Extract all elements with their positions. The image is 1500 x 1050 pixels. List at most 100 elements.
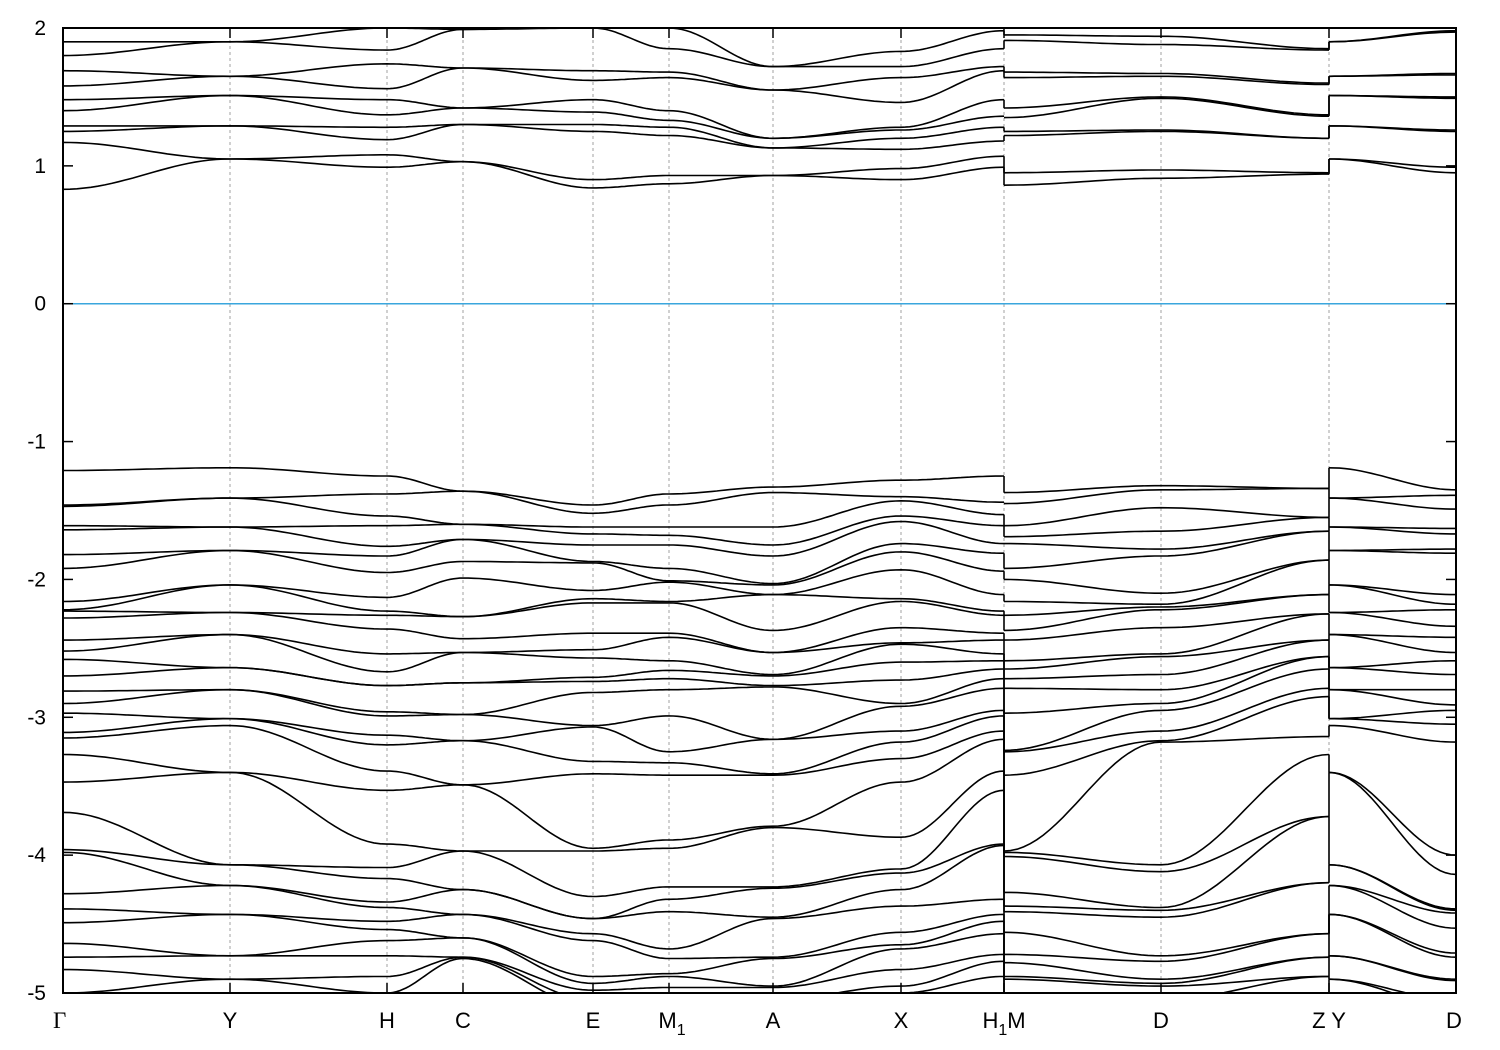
valence-band-3-25 bbox=[1328, 884, 1456, 914]
valence-band-3-18 bbox=[1328, 709, 1456, 720]
conduction-band-3-8 bbox=[1328, 72, 1456, 78]
x-tick-label: H bbox=[379, 1008, 395, 1033]
valence-band-3-1 bbox=[1328, 467, 1456, 491]
valence-band-1-6 bbox=[63, 538, 1004, 585]
conduction-band-1-8 bbox=[63, 62, 1004, 91]
valence-band-2-22 bbox=[1003, 815, 1330, 873]
conduction-band-2-2 bbox=[1003, 169, 1330, 174]
valence-band-3-11 bbox=[1328, 611, 1456, 628]
valence-band-1-5 bbox=[63, 520, 1005, 557]
valence-band-1-24 bbox=[63, 843, 1005, 920]
plot-frame bbox=[62, 27, 1457, 994]
x-tick-label: H1M bbox=[982, 1008, 1025, 1039]
valence-band-1-32 bbox=[63, 957, 1004, 993]
valence-band-2-28 bbox=[1004, 956, 1330, 981]
x-tick-label: M1 bbox=[658, 1008, 685, 1039]
valence-band-1-19 bbox=[63, 715, 1005, 775]
valence-band-2-2 bbox=[1003, 487, 1329, 505]
valence-band-3-24 bbox=[1328, 864, 1456, 912]
valence-band-2-32 bbox=[1004, 1000, 1329, 1007]
valence-band-2-23 bbox=[1004, 815, 1330, 909]
valence-band-1-18 bbox=[63, 709, 1005, 753]
conduction-band-1-2 bbox=[63, 141, 1005, 181]
x-tick-label: D bbox=[1446, 1008, 1462, 1033]
valence-band-2-17 bbox=[1003, 668, 1330, 752]
x-tick-label: X bbox=[894, 1008, 909, 1033]
valence-band-3-20 bbox=[1329, 724, 1456, 743]
valence-band-1-28 bbox=[63, 913, 1005, 978]
valence-band-3-9 bbox=[1328, 584, 1456, 605]
conduction-band-3-4 bbox=[1329, 125, 1456, 131]
valence-band-2-20 bbox=[1003, 735, 1329, 852]
valence-band-1-12 bbox=[63, 633, 1004, 655]
conduction-band-3-1 bbox=[1329, 158, 1456, 174]
valence-band-1-11 bbox=[63, 611, 1004, 654]
conduction-band-1-4 bbox=[63, 123, 1004, 149]
valence-band-1-25 bbox=[63, 844, 1005, 920]
conduction-band-3-2 bbox=[1329, 158, 1456, 168]
x-tick-label: Z Y bbox=[1312, 1008, 1346, 1033]
valence-band-3-31 bbox=[1328, 978, 1410, 993]
valence-band-1-2 bbox=[63, 490, 1004, 515]
valence-band-2-16 bbox=[1003, 655, 1330, 714]
valence-band-2-21 bbox=[1004, 753, 1330, 866]
valence-band-1-10 bbox=[63, 600, 1005, 632]
valence-band-2-14 bbox=[1004, 639, 1330, 680]
valence-band-1-16 bbox=[63, 677, 1005, 716]
conduction-band-3-6 bbox=[1328, 94, 1456, 98]
valence-band-3-32 bbox=[1328, 978, 1395, 993]
valence-band-1-3 bbox=[63, 497, 1004, 528]
valence-band-1-26 bbox=[63, 884, 1004, 950]
valence-band-3-14 bbox=[1328, 660, 1456, 669]
valence-band-2-26 bbox=[1003, 931, 1330, 957]
valence-band-3-19 bbox=[1329, 717, 1456, 725]
conduction-band-2-5 bbox=[1003, 97, 1329, 119]
valence-band-3-7 bbox=[1329, 549, 1456, 554]
x-tick-label: A bbox=[766, 1008, 781, 1033]
valence-band-1-23 bbox=[63, 789, 1005, 898]
valence-band-3-22 bbox=[1328, 771, 1456, 876]
x-tick-label: Y bbox=[223, 1008, 238, 1033]
valence-band-3-28 bbox=[1328, 913, 1456, 958]
k-point-gridlines bbox=[229, 28, 1330, 993]
conduction-band-1-6 bbox=[63, 94, 1005, 140]
valence-band-3-30 bbox=[1328, 955, 1456, 982]
valence-band-2-15 bbox=[1004, 655, 1330, 691]
valence-band-1-27 bbox=[63, 908, 1005, 960]
conduction-band-1-7 bbox=[63, 67, 1005, 104]
y-tick-label: -2 bbox=[27, 568, 46, 591]
valence-band-1-9 bbox=[63, 584, 1004, 618]
valence-band-1-8 bbox=[63, 568, 1005, 603]
x-tick-label: D bbox=[1153, 1008, 1169, 1033]
valence-band-2-7 bbox=[1003, 559, 1330, 594]
bands bbox=[63, 28, 1456, 1007]
valence-band-1-17 bbox=[63, 687, 1005, 741]
conduction-band-1-1 bbox=[63, 158, 1005, 191]
valence-band-3-13 bbox=[1329, 633, 1456, 654]
valence-band-1-7 bbox=[63, 549, 1005, 586]
conduction-band-1-10 bbox=[63, 28, 1004, 68]
valence-band-1-21 bbox=[63, 738, 1005, 850]
y-tick-label: 2 bbox=[34, 17, 46, 40]
valence-band-3-27 bbox=[1328, 913, 1456, 954]
valence-band-3-10 bbox=[1329, 609, 1456, 614]
valence-band-2-12 bbox=[1003, 613, 1330, 662]
conduction-band-2-1 bbox=[1003, 173, 1329, 186]
y-tick-label: -4 bbox=[27, 844, 46, 867]
conduction-band-2-6 bbox=[1003, 96, 1329, 116]
valence-band-3-21 bbox=[1328, 771, 1456, 856]
conduction-band-3-10 bbox=[1328, 30, 1456, 43]
valence-band-1-13 bbox=[63, 633, 1005, 676]
valence-band-1-22 bbox=[63, 770, 1005, 852]
valence-band-2-31 bbox=[1004, 975, 1330, 993]
valence-band-2-27 bbox=[1004, 932, 1330, 963]
y-tick-label: 1 bbox=[34, 155, 46, 178]
conduction-band-1-3 bbox=[63, 123, 1005, 151]
valence-band-2-1 bbox=[1003, 484, 1329, 494]
valence-band-3-5 bbox=[1328, 526, 1456, 535]
valence-band-2-4 bbox=[1004, 516, 1330, 538]
valence-band-3-17 bbox=[1328, 688, 1456, 706]
valence-band-2-25 bbox=[1004, 881, 1330, 918]
valence-band-3-3 bbox=[1329, 497, 1456, 510]
